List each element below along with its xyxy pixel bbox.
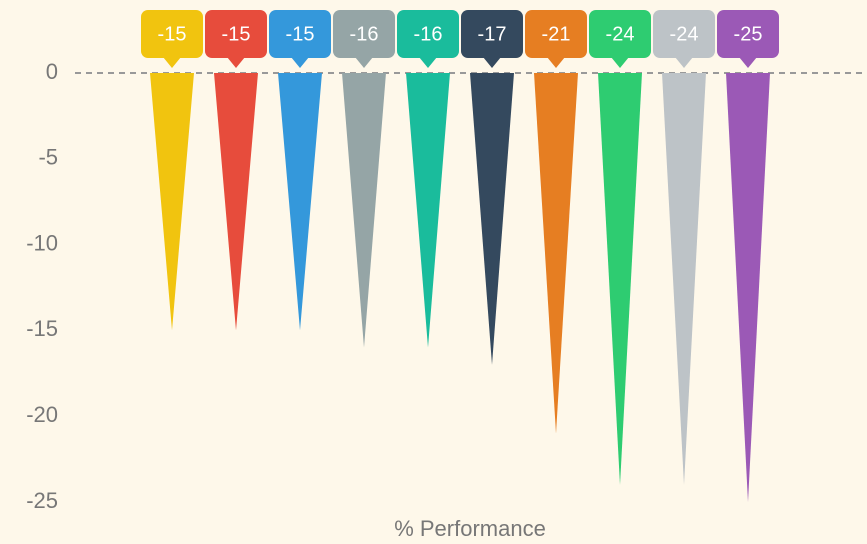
label-pointer xyxy=(675,57,693,68)
data-label: -21 xyxy=(542,23,571,45)
label-pointer xyxy=(739,57,757,68)
label-bubble xyxy=(653,10,715,58)
spike-bar xyxy=(598,73,642,485)
label-pointer xyxy=(483,57,501,68)
data-label: -24 xyxy=(670,23,699,45)
label-bubble xyxy=(333,10,395,58)
label-bubble xyxy=(589,10,651,58)
y-tick-label: -25 xyxy=(26,488,58,513)
label-pointer xyxy=(291,57,309,68)
data-label: -17 xyxy=(478,23,507,45)
data-label: -16 xyxy=(414,23,443,45)
label-bubble xyxy=(269,10,331,58)
data-label: -15 xyxy=(222,23,251,45)
y-tick-label: -10 xyxy=(26,230,58,255)
data-label: -15 xyxy=(286,23,315,45)
data-label: -24 xyxy=(606,23,635,45)
label-bubble xyxy=(141,10,203,58)
label-pointer xyxy=(355,57,373,68)
y-tick-label: -5 xyxy=(38,145,58,170)
label-pointer xyxy=(163,57,181,68)
spike-bar xyxy=(534,73,578,434)
label-pointer xyxy=(611,57,629,68)
spike-bar xyxy=(662,73,706,485)
spike-bar xyxy=(150,73,194,331)
label-bubble xyxy=(461,10,523,58)
label-bubble xyxy=(397,10,459,58)
spike-bar xyxy=(342,73,386,348)
data-label: -15 xyxy=(158,23,187,45)
label-pointer xyxy=(419,57,437,68)
label-bubble xyxy=(525,10,587,58)
y-tick-label: -15 xyxy=(26,316,58,341)
y-tick-label: -20 xyxy=(26,402,58,427)
label-bubble xyxy=(717,10,779,58)
label-pointer xyxy=(227,57,245,68)
label-pointer xyxy=(547,57,565,68)
label-bubble xyxy=(205,10,267,58)
spike-bar xyxy=(406,73,450,348)
spike-bar xyxy=(470,73,514,365)
data-label: -16 xyxy=(350,23,379,45)
data-label: -25 xyxy=(734,23,763,45)
y-tick-label: 0 xyxy=(46,59,58,84)
spike-bar xyxy=(278,73,322,331)
spike-bar xyxy=(214,73,258,331)
x-axis-label: % Performance xyxy=(394,516,546,541)
spike-bar xyxy=(726,73,770,502)
